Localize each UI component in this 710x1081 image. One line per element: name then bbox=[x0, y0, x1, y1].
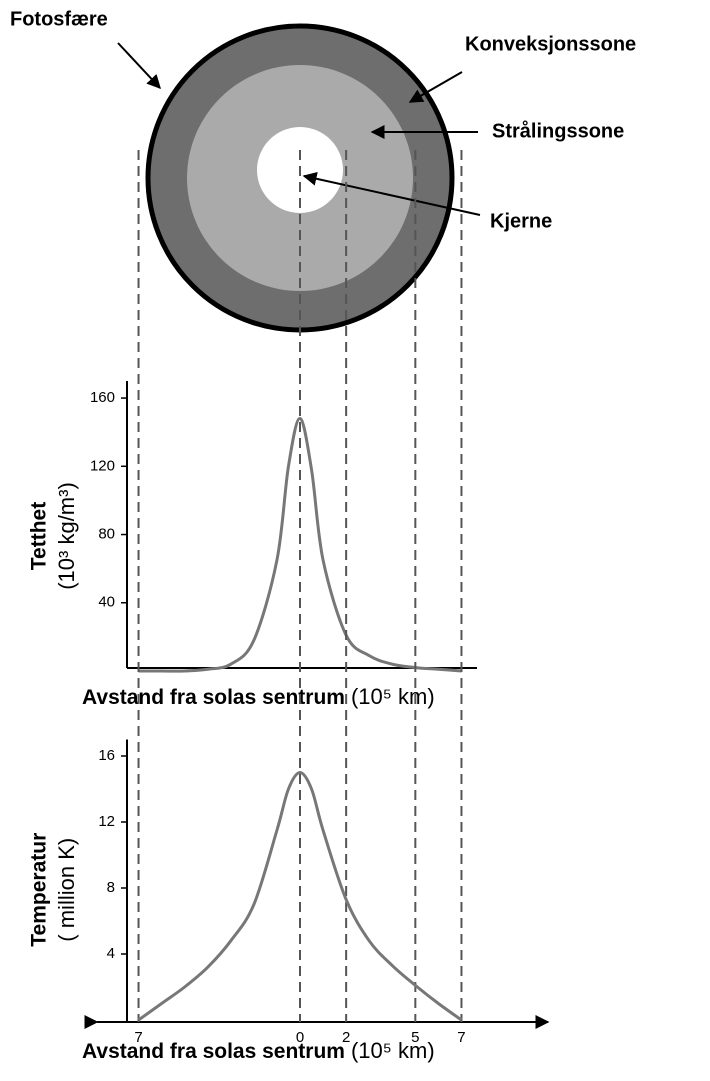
x-tick-label: 5 bbox=[411, 1029, 419, 1046]
y-axis-label: Tetthet bbox=[28, 502, 51, 570]
arrow bbox=[302, 171, 481, 216]
y-tick-label: 8 bbox=[107, 879, 115, 896]
y-tick-label: 12 bbox=[98, 813, 115, 830]
x-axis-unit: (10⁵ km) bbox=[351, 1038, 435, 1063]
x-axis-title: Avstand fra solas sentrum bbox=[82, 686, 345, 709]
y-axis-label: Temperatur bbox=[28, 833, 51, 947]
x-tick-label: 2 bbox=[342, 1029, 350, 1046]
x-tick-label: 0 bbox=[296, 1029, 304, 1046]
sun-diagram bbox=[117, 23, 481, 333]
y-tick-label: 40 bbox=[98, 594, 115, 611]
y-axis-label: (10³ kg/m³) bbox=[54, 482, 79, 590]
label: Strålingssone bbox=[492, 119, 624, 142]
x-axis-title: Avstand fra solas sentrum bbox=[82, 1040, 345, 1063]
x-tick-label: 7 bbox=[134, 1029, 142, 1046]
y-tick-label: 80 bbox=[98, 525, 115, 542]
data-line bbox=[137, 770, 463, 1022]
label: Konveksjonssone bbox=[465, 33, 636, 55]
x-axis-label: Avstand fra solas sentrum (10⁵ km) bbox=[82, 1038, 435, 1063]
x-tick-label: 7 bbox=[457, 1029, 465, 1046]
y-axis-label: ( million K) bbox=[54, 838, 79, 942]
y-tick-label: 4 bbox=[107, 945, 115, 962]
label: Fotosfære bbox=[10, 8, 108, 30]
arrow bbox=[408, 71, 463, 103]
y-tick-label: 160 bbox=[90, 389, 115, 406]
data-line bbox=[138, 417, 462, 673]
y-tick-label: 120 bbox=[90, 457, 115, 474]
label: Kjerne bbox=[490, 210, 552, 232]
y-tick-label: 16 bbox=[98, 747, 115, 764]
x-axis-label: Avstand fra solas sentrum (10⁵ km) bbox=[82, 684, 435, 709]
x-axis-unit: (10⁵ km) bbox=[351, 684, 435, 709]
arrow bbox=[117, 42, 161, 90]
